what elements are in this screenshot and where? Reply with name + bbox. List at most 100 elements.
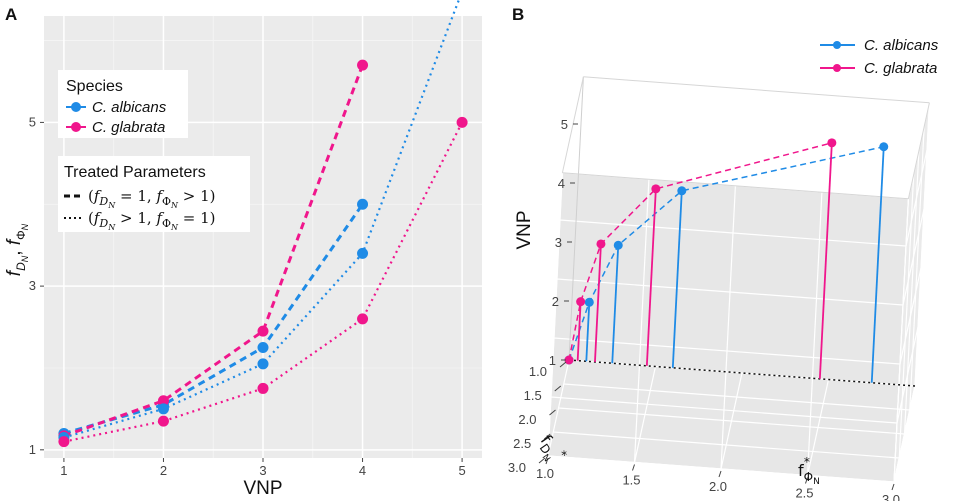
y3d-tick-label: 2.5 xyxy=(795,486,813,501)
data-point-2-2 xyxy=(257,358,269,370)
point-3d-0-1 xyxy=(584,297,594,307)
y-tick-label: 5 xyxy=(29,114,36,129)
data-point-2-3 xyxy=(357,247,369,259)
x3d-tick-mark xyxy=(538,457,546,464)
y3d-tick-mark xyxy=(891,483,895,491)
stem-0-3 xyxy=(671,190,683,368)
legend-b-glabrata-marker xyxy=(833,64,841,72)
wall-grid-h xyxy=(550,396,898,424)
stem-1-1 xyxy=(576,301,582,361)
y-label-sep: , xyxy=(4,245,25,256)
legend-treatment-2: (fDN > 1, fΦN = 1) xyxy=(88,209,216,232)
stem-0-4 xyxy=(870,146,885,383)
point-3d-0-3 xyxy=(677,186,687,196)
stem-1-2 xyxy=(594,243,602,362)
wall2-grid-h xyxy=(893,385,916,483)
legend-treatment: Treated Parameters (fDN = 1, fΦN > 1) (f… xyxy=(58,156,250,232)
edge-top-left xyxy=(561,76,584,173)
legend-albicans-label: C. albicans xyxy=(92,99,167,116)
data-point-1-2 xyxy=(257,325,269,337)
y3d-tick-label: 1.5 xyxy=(622,473,640,488)
wall-grid-h xyxy=(559,219,907,247)
y3d-tick-label: 2.0 xyxy=(709,479,727,494)
x-tick-label: 3 xyxy=(259,463,266,478)
legend-b-glabrata-label: C. glabrata xyxy=(864,60,937,77)
series-line-3 xyxy=(63,121,464,443)
x3d-tick-mark xyxy=(543,433,551,440)
wall2-grid-h xyxy=(905,149,928,247)
floor-grid-y xyxy=(720,372,743,470)
x-axis-label-a: VNP xyxy=(243,478,282,499)
y3d-tick-label: 3.0 xyxy=(882,492,900,501)
data-point-3-1 xyxy=(157,415,169,427)
data-point-3-2 xyxy=(257,382,269,394)
y-label-subsub1: N xyxy=(20,255,30,262)
wall2-grid-h xyxy=(899,267,922,365)
point-3d-1-1 xyxy=(576,297,586,307)
edge-front-vertical xyxy=(568,76,584,361)
data-point-1-1 xyxy=(157,395,169,407)
x-tick-label: 5 xyxy=(458,463,465,478)
legend-b-albicans-label: C. albicans xyxy=(864,37,939,54)
stem-0-2 xyxy=(611,245,620,364)
data-point-1-3 xyxy=(357,59,369,71)
y3d-tick-mark xyxy=(805,477,808,484)
z-tick-label: 2 xyxy=(552,294,559,309)
y-axis-label-b: fΦN* xyxy=(798,455,820,487)
wall-grid-h xyxy=(553,337,901,365)
z-tick-label: 1 xyxy=(549,353,556,368)
data-point-3-4 xyxy=(456,116,468,128)
data-point-2-1 xyxy=(157,403,169,415)
edge-top-back xyxy=(907,102,930,199)
legend-species: Species C. albicans C. glabrata xyxy=(58,70,188,138)
x3d-tick-mark xyxy=(554,385,562,392)
y-label-sub1: D xyxy=(14,262,28,271)
wall2-grid-h xyxy=(896,326,919,424)
series-line-1 xyxy=(63,64,364,438)
legend-treatment-title: Treated Parameters xyxy=(64,164,206,181)
y3d-tick-mark xyxy=(718,470,722,478)
x-tick-label: 2 xyxy=(160,463,167,478)
point-3d-0-2 xyxy=(613,240,623,250)
edge-top-right xyxy=(562,172,909,200)
z-tick-label: 4 xyxy=(558,176,565,191)
y3d-tick-mark xyxy=(632,464,635,471)
legend-treatment-box xyxy=(58,156,250,232)
y-label-f2: f xyxy=(4,238,25,245)
legend-albicans-marker xyxy=(71,102,81,112)
x3d-tick-label: 2.5 xyxy=(513,436,531,451)
point-3d-1-0 xyxy=(564,355,574,365)
x-tick-label: 4 xyxy=(359,463,366,478)
x3d-tick-label: 3.0 xyxy=(508,460,526,475)
floor-grid-y xyxy=(806,379,830,476)
x3d-tick-label: 1.5 xyxy=(524,388,542,403)
y-axis-label-a: fDN, fΦN xyxy=(4,223,30,276)
legend-glabrata-marker xyxy=(71,122,81,132)
z-axis-label-b: VNP xyxy=(514,210,535,249)
y-label-subsub2: N xyxy=(20,223,30,230)
x-tick-label: 1 xyxy=(60,463,67,478)
panel-label-a: A xyxy=(5,5,17,24)
point-3d-0-4 xyxy=(879,142,889,152)
point-3d-1-4 xyxy=(827,138,837,148)
z-tick-label: 5 xyxy=(561,117,568,132)
panel-label-b: B xyxy=(512,5,524,24)
y-tick-label: 1 xyxy=(29,442,36,457)
x3d-tick-mark xyxy=(559,361,567,368)
legend-glabrata-label: C. glabrata xyxy=(92,119,165,136)
legend-b: C. albicans C. glabrata xyxy=(820,37,939,77)
legend-b-albicans-marker xyxy=(833,41,841,49)
y3d-tick-label: 1.0 xyxy=(536,466,554,481)
legend-species-title: Species xyxy=(66,78,123,95)
x3d-tick-label: 2.0 xyxy=(518,412,536,427)
y-label-f1: f xyxy=(4,269,25,276)
data-point-0-3 xyxy=(357,198,369,210)
wall-grid-h xyxy=(556,278,904,306)
floor-grid-x xyxy=(553,431,900,459)
x3d-tick-label: 1.0 xyxy=(529,364,547,379)
stem-0-1 xyxy=(585,302,591,362)
data-point-3-3 xyxy=(357,313,369,325)
edge-top-front xyxy=(583,76,930,104)
